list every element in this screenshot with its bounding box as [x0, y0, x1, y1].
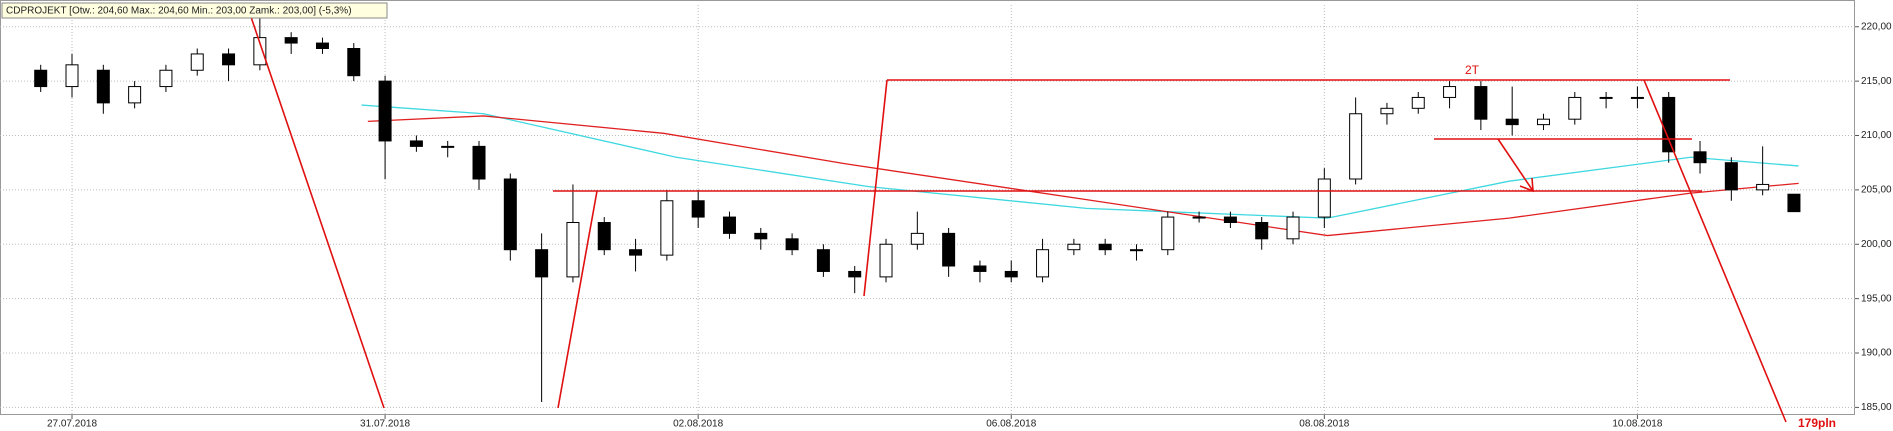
- candle-body: [1693, 151, 1707, 164]
- candle-body: [942, 232, 956, 267]
- candle-body: [754, 232, 768, 240]
- candle-body: [722, 216, 736, 234]
- x-tick-label: 06.08.2018: [986, 419, 1036, 430]
- candle-body: [1067, 243, 1081, 251]
- candle-body: [1630, 96, 1644, 99]
- chart-title: CDPROJEKT [Otw.: 204,60 Max.: 204,60 Min…: [6, 6, 352, 17]
- candle-body: [159, 69, 173, 88]
- candle-body: [816, 249, 830, 272]
- candle-body: [222, 53, 236, 66]
- y-tick-label: 215,00: [1861, 76, 1892, 87]
- candle-body: [1505, 118, 1519, 126]
- candle-body: [1787, 193, 1801, 213]
- candle-body: [910, 232, 924, 245]
- candle-body: [1599, 96, 1613, 99]
- candle-body: [1568, 96, 1582, 120]
- y-tick-label: 205,00: [1861, 185, 1892, 196]
- y-tick-label: 220,00: [1861, 21, 1892, 32]
- candle-body: [1192, 216, 1206, 219]
- candle-body: [1161, 216, 1175, 251]
- candle-body: [691, 200, 705, 218]
- info-box: [1, 2, 388, 19]
- candle-body: [1724, 162, 1738, 191]
- candle-body: [1004, 270, 1018, 278]
- x-tick-label: 27.07.2018: [47, 419, 97, 430]
- candle-body: [253, 37, 267, 66]
- candle-body: [1380, 107, 1394, 115]
- candle-body: [1411, 96, 1425, 109]
- candle-body: [1129, 249, 1143, 252]
- grid: [0, 5, 1855, 415]
- candle-body: [409, 140, 423, 147]
- candle-body: [879, 243, 893, 278]
- plot-frame: [0, 0, 1855, 415]
- candle-body: [1036, 249, 1050, 278]
- trend-lines: [249, 13, 1787, 423]
- candle-body: [1474, 86, 1488, 120]
- candle-body: [441, 145, 455, 148]
- moving-average: [367, 115, 1799, 237]
- marks: [34, 15, 1801, 402]
- candle-body: [315, 42, 329, 50]
- candle-body: [597, 222, 611, 251]
- y-tick-label: 195,00: [1861, 293, 1892, 304]
- candle-body: [1349, 113, 1363, 180]
- y-tick-label: 190,00: [1861, 348, 1892, 359]
- trend-line: [249, 13, 385, 409]
- target-line: [1643, 79, 1787, 423]
- candle-body: [65, 64, 79, 88]
- candle-body: [848, 270, 862, 278]
- candle-body: [1098, 243, 1112, 251]
- candle-body: [128, 86, 142, 104]
- candle-body: [566, 222, 580, 278]
- candle-body: [1662, 96, 1676, 153]
- candle-body: [378, 80, 392, 142]
- arrow-head: [1519, 177, 1534, 193]
- y-tick-label: 200,00: [1861, 239, 1892, 250]
- candle-body: [785, 238, 799, 251]
- candle-body: [1286, 216, 1300, 240]
- candle-body: [1756, 183, 1770, 191]
- x-tick-label: 08.08.2018: [1299, 419, 1349, 430]
- y-tick-label: 185,00: [1861, 402, 1892, 413]
- candle-body: [503, 178, 517, 251]
- candle-body: [1255, 222, 1269, 240]
- candle-body: [472, 145, 486, 180]
- candle-body: [660, 200, 674, 256]
- candle-body: [629, 249, 643, 256]
- pattern-label: 2T: [1465, 63, 1480, 77]
- candle-body: [34, 69, 48, 88]
- trend-line: [557, 190, 598, 409]
- y-tick-label: 210,00: [1861, 130, 1892, 141]
- candle-body: [973, 265, 987, 272]
- candle-body: [284, 37, 298, 44]
- x-tick-label: 31.07.2018: [360, 419, 410, 430]
- x-tick-label: 02.08.2018: [673, 419, 723, 430]
- arrow: [1497, 138, 1534, 192]
- moving-average: [361, 104, 1799, 219]
- candle-body: [1443, 86, 1457, 98]
- target-label: 179pln: [1798, 416, 1836, 430]
- candle-body: [1536, 118, 1550, 126]
- candle-body: [1317, 178, 1331, 218]
- trend-line: [863, 79, 888, 297]
- candle-body: [1223, 216, 1237, 224]
- candle-body: [190, 53, 204, 71]
- candle-body: [347, 48, 361, 77]
- candle-body: [96, 69, 110, 104]
- x-tick-label: 10.08.2018: [1612, 419, 1662, 430]
- candle-body: [535, 249, 549, 278]
